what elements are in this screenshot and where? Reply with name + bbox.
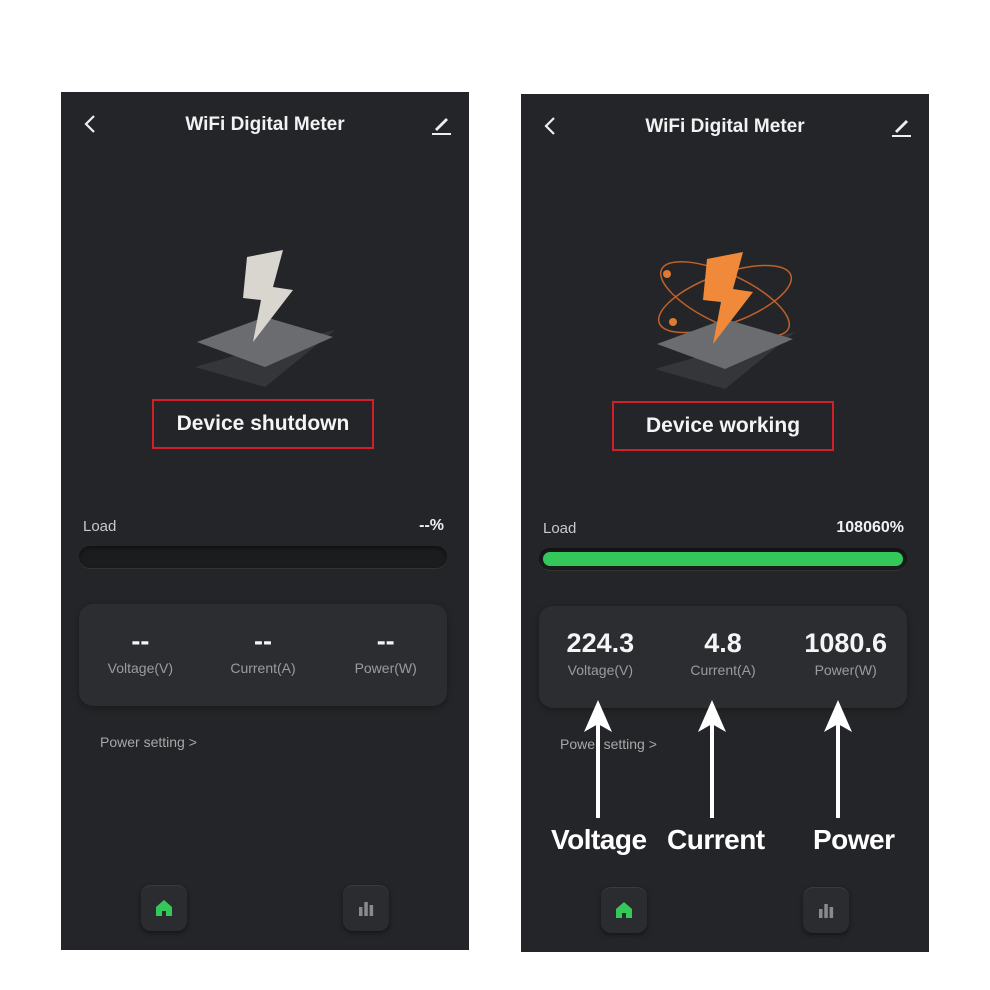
load-progress-bar <box>79 546 447 568</box>
power-stat: 1080.6 Power(W) <box>784 606 907 708</box>
home-icon <box>156 900 172 916</box>
current-label: Current(A) <box>690 662 756 678</box>
arrow-up-icon <box>698 700 726 818</box>
load-value: --% <box>419 517 444 534</box>
home-tab-button[interactable] <box>141 885 187 931</box>
load-value: 108060% <box>836 519 904 536</box>
power-setting-link[interactable]: Power setting > <box>560 736 657 752</box>
page-title: WiFi Digital Meter <box>185 114 345 135</box>
current-value: -- <box>254 626 272 656</box>
voltage-label: Voltage(V) <box>107 660 174 676</box>
phone-screen-working: WiFi Digital Meter Device working Load 1… <box>521 94 929 952</box>
edit-icon[interactable] <box>887 112 915 140</box>
load-progress-fill <box>543 552 903 566</box>
phone-screen-shutdown: WiFi Digital Meter Device shutdown Load … <box>61 92 469 950</box>
power-label: Power(W) <box>354 660 417 676</box>
current-label: Current(A) <box>230 660 296 676</box>
device-status: Device working <box>612 401 834 451</box>
stats-card: 224.3 Voltage(V) 4.8 Current(A) 1080.6 Powe… <box>539 606 907 708</box>
stats-card: -- Voltage(V) -- Current(A) -- Power(W) <box>79 604 447 706</box>
load-label: Load <box>543 520 577 537</box>
current-value: 4.8 <box>704 628 742 658</box>
power-label: Power(W) <box>814 662 877 678</box>
current-stat: -- Current(A) <box>202 604 325 706</box>
device-status: Device shutdown <box>152 399 374 449</box>
statistics-tab-button[interactable] <box>803 887 849 933</box>
arrow-up-icon <box>824 700 852 818</box>
page-title: WiFi Digital Meter <box>645 116 805 137</box>
bar-chart-icon <box>819 904 834 918</box>
load-label: Load <box>83 518 117 535</box>
power-value: 1080.6 <box>804 628 887 658</box>
edit-icon[interactable] <box>427 110 455 138</box>
voltage-value: 224.3 <box>566 628 635 658</box>
power-stat: -- Power(W) <box>324 604 447 706</box>
back-icon[interactable] <box>537 112 565 140</box>
annotation-voltage: Voltage <box>551 824 647 855</box>
voltage-label: Voltage(V) <box>567 662 634 678</box>
load-progress-bar <box>539 548 907 570</box>
voltage-value: -- <box>131 626 150 656</box>
device-illustration <box>655 252 795 389</box>
power-setting-link[interactable]: Power setting > <box>100 734 197 750</box>
bar-chart-icon <box>359 902 374 916</box>
home-tab-button[interactable] <box>601 887 647 933</box>
voltage-stat: 224.3 Voltage(V) <box>539 606 662 708</box>
arrow-up-icon <box>584 700 612 818</box>
home-icon <box>616 902 632 918</box>
current-stat: 4.8 Current(A) <box>662 606 785 708</box>
statistics-tab-button[interactable] <box>343 885 389 931</box>
annotation-power: Power <box>813 824 895 855</box>
voltage-stat: -- Voltage(V) <box>79 604 202 706</box>
power-value: -- <box>376 626 395 656</box>
device-illustration <box>195 250 335 387</box>
annotation-current: Current <box>667 824 765 855</box>
back-icon[interactable] <box>77 110 105 138</box>
